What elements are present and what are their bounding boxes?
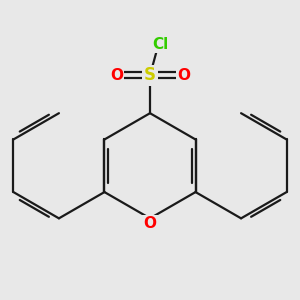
Text: O: O xyxy=(110,68,123,83)
Text: O: O xyxy=(177,68,190,83)
Text: S: S xyxy=(144,66,156,84)
Text: O: O xyxy=(143,216,157,231)
Text: Cl: Cl xyxy=(152,37,168,52)
